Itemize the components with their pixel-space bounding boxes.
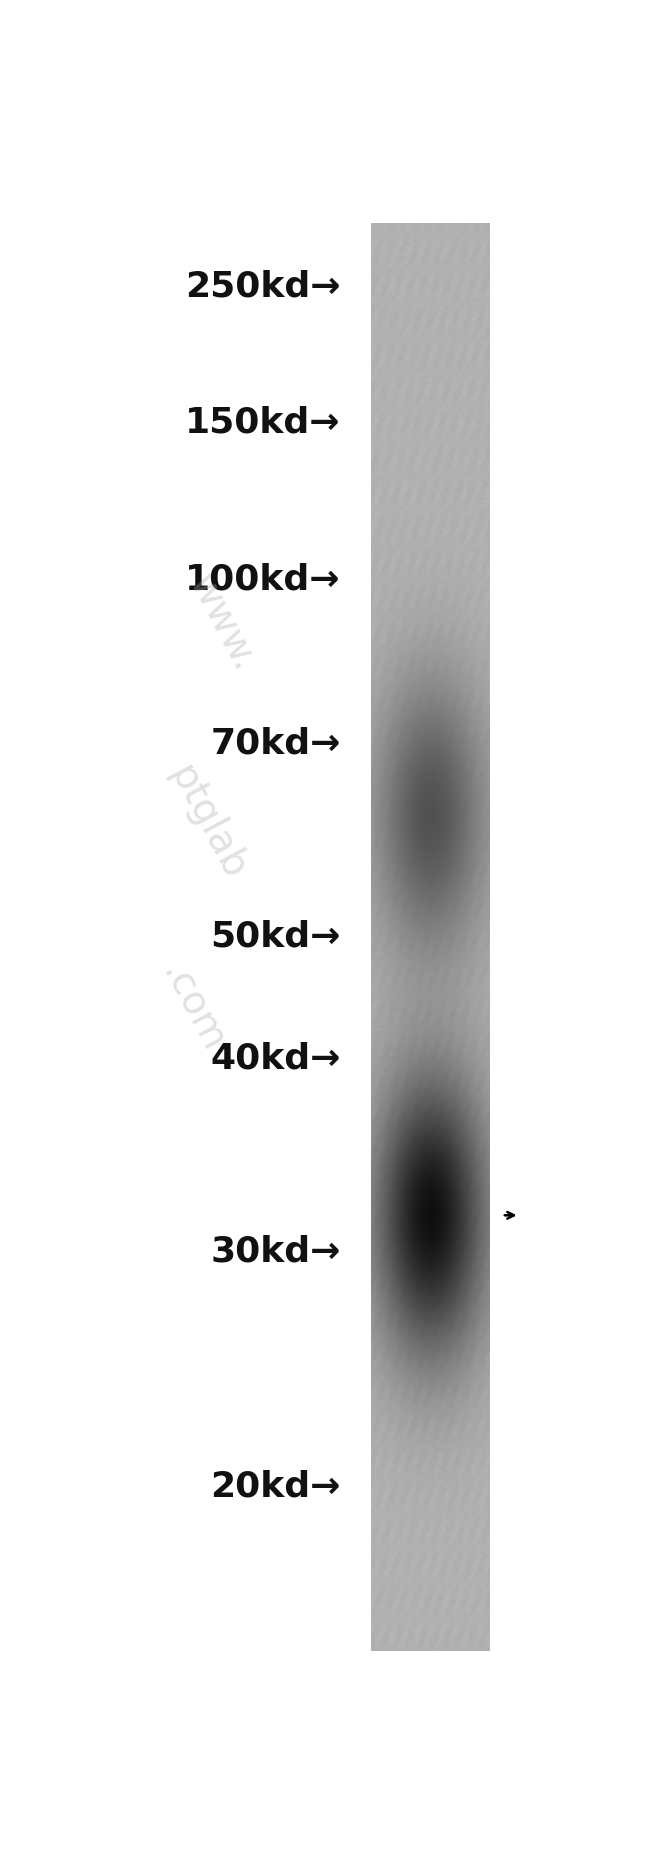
Text: 250kd→: 250kd→: [185, 269, 341, 304]
Text: www.: www.: [181, 568, 263, 677]
Text: 70kd→: 70kd→: [211, 727, 341, 761]
Text: 100kd→: 100kd→: [185, 562, 341, 597]
Text: ptglab: ptglab: [161, 759, 253, 887]
Text: 30kd→: 30kd→: [211, 1234, 341, 1269]
Text: 20kd→: 20kd→: [211, 1469, 341, 1504]
Text: 150kd→: 150kd→: [185, 406, 341, 440]
Text: .com: .com: [153, 957, 231, 1059]
Text: 50kd→: 50kd→: [211, 920, 341, 953]
Text: 40kd→: 40kd→: [211, 1041, 341, 1076]
